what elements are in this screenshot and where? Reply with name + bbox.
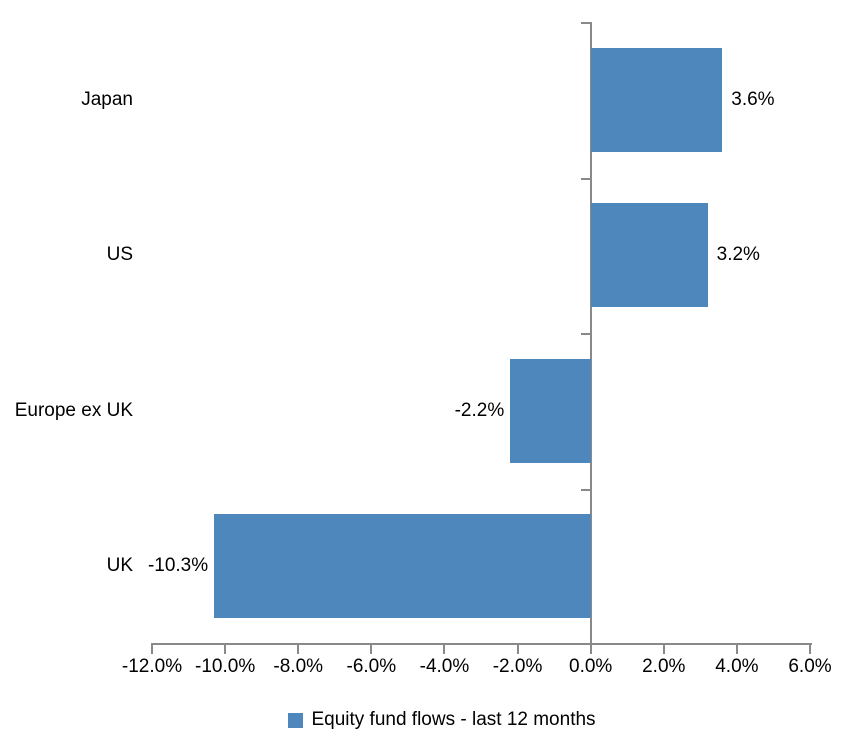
legend-swatch-icon: [288, 712, 304, 728]
category-label: UK: [106, 555, 133, 577]
x-axis-tick: [224, 643, 227, 654]
x-axis-tick: [809, 643, 811, 654]
category-axis-tick: [580, 177, 590, 180]
category-axis-tick: [580, 333, 590, 335]
legend-label: Equity fund flows - last 12 months: [311, 709, 596, 730]
category-axis-tick: [580, 22, 590, 24]
bar: [590, 203, 708, 308]
bar-value-label: 3.2%: [716, 244, 760, 266]
x-axis-tick: [589, 643, 592, 654]
bar: [510, 358, 591, 463]
bar: [590, 47, 723, 152]
category-label: US: [106, 244, 133, 266]
category-label: Europe ex UK: [14, 399, 133, 421]
x-tick-label: -8.0%: [273, 656, 324, 677]
bar: [214, 514, 591, 619]
x-tick-label: -4.0%: [419, 656, 470, 677]
x-tick-label: 6.0%: [788, 656, 832, 677]
x-axis-tick: [443, 643, 446, 654]
x-tick-label: -12.0%: [121, 656, 183, 677]
bar-value-label: 3.6%: [731, 88, 775, 110]
x-axis-tick: [151, 643, 153, 654]
x-tick-label: -2.0%: [492, 656, 543, 677]
x-tick-label: -6.0%: [346, 656, 397, 677]
x-axis-tick: [735, 643, 738, 654]
x-axis-tick: [297, 643, 300, 654]
x-tick-label: 0.0%: [569, 656, 613, 677]
x-axis-tick: [516, 643, 519, 654]
bar-value-label: -2.2%: [454, 399, 505, 421]
x-tick-label: -10.0%: [195, 656, 256, 677]
legend: Equity fund flows - last 12 months: [16, 703, 852, 737]
x-tick-label: 4.0%: [715, 656, 759, 677]
x-tick-label: 2.0%: [642, 656, 686, 677]
x-axis-tick: [370, 643, 373, 654]
bar-value-label: -10.3%: [147, 555, 209, 577]
x-axis-tick: [662, 643, 665, 654]
category-label: Japan: [81, 88, 133, 110]
category-axis-tick: [580, 488, 590, 491]
zero-axis-line: [589, 22, 592, 654]
x-axis-line: [151, 643, 812, 645]
